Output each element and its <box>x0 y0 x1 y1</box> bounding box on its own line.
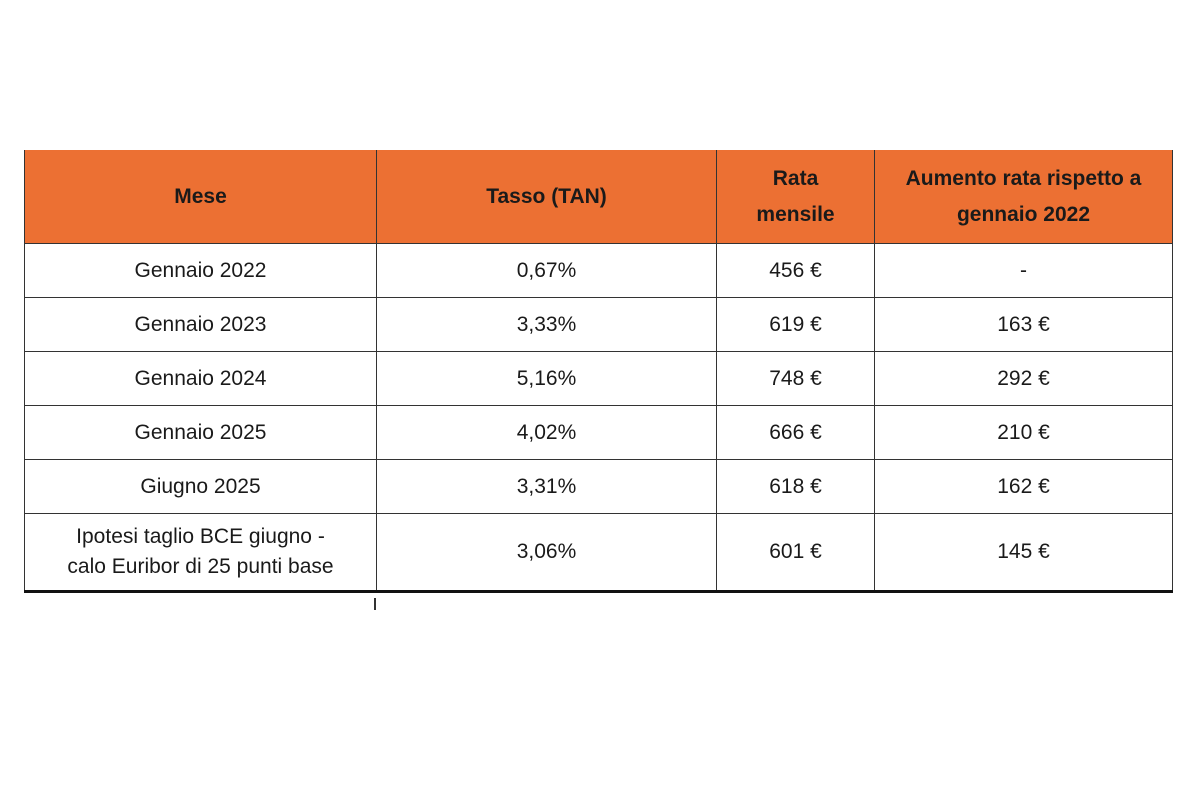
table-row: Gennaio 2025 4,02% 666 € 210 € <box>24 405 1173 460</box>
cell-rata: 748 € <box>716 351 875 406</box>
cell-tasso: 3,33% <box>376 297 717 352</box>
cell-mese: Gennaio 2024 <box>24 351 377 406</box>
cell-mese-line-1: Ipotesi taglio BCE giugno - <box>76 525 325 548</box>
cell-rata: 601 € <box>716 513 875 593</box>
header-aumento-line-1: Aumento rata rispetto a <box>905 166 1142 190</box>
table-row: Giugno 2025 3,31% 618 € 162 € <box>24 459 1173 514</box>
rate-table-container: Mese Tasso (TAN) Rata mensile Aumento ra… <box>24 150 1173 593</box>
cell-rata: 456 € <box>716 243 875 298</box>
cell-aumento: - <box>874 243 1173 298</box>
cell-aumento: 292 € <box>874 351 1173 406</box>
table-row: Gennaio 2022 0,67% 456 € - <box>24 243 1173 298</box>
cell-mese: Gennaio 2023 <box>24 297 377 352</box>
cell-rata: 666 € <box>716 405 875 460</box>
cell-mese: Gennaio 2025 <box>24 405 377 460</box>
table-header-row: Mese Tasso (TAN) Rata mensile Aumento ra… <box>24 150 1173 244</box>
header-rata: Rata mensile <box>716 150 875 244</box>
cell-aumento: 145 € <box>874 513 1173 593</box>
cell-aumento: 210 € <box>874 405 1173 460</box>
cell-tasso: 4,02% <box>376 405 717 460</box>
table-row: Gennaio 2023 3,33% 619 € 163 € <box>24 297 1173 352</box>
header-rata-line-2: mensile <box>756 202 835 226</box>
header-rata-line-1: Rata <box>772 166 819 190</box>
header-aumento-line-2: gennaio 2022 <box>956 202 1091 226</box>
table-row: Ipotesi taglio BCE giugno - calo Euribor… <box>24 513 1173 593</box>
cell-rata: 619 € <box>716 297 875 352</box>
cell-mese: Gennaio 2022 <box>24 243 377 298</box>
rate-table: Mese Tasso (TAN) Rata mensile Aumento ra… <box>24 150 1173 593</box>
header-mese: Mese <box>24 150 377 244</box>
cell-aumento: 162 € <box>874 459 1173 514</box>
cell-mese: Ipotesi taglio BCE giugno - calo Euribor… <box>24 513 377 593</box>
border-tick <box>374 598 376 610</box>
cell-tasso: 3,06% <box>376 513 717 593</box>
cell-tasso: 0,67% <box>376 243 717 298</box>
header-aumento: Aumento rata rispetto a gennaio 2022 <box>874 150 1173 244</box>
cell-mese-line-2: calo Euribor di 25 punti base <box>67 555 334 578</box>
cell-aumento: 163 € <box>874 297 1173 352</box>
cell-rata: 618 € <box>716 459 875 514</box>
cell-mese: Giugno 2025 <box>24 459 377 514</box>
cell-tasso: 3,31% <box>376 459 717 514</box>
cell-tasso: 5,16% <box>376 351 717 406</box>
header-tasso: Tasso (TAN) <box>376 150 717 244</box>
table-row: Gennaio 2024 5,16% 748 € 292 € <box>24 351 1173 406</box>
